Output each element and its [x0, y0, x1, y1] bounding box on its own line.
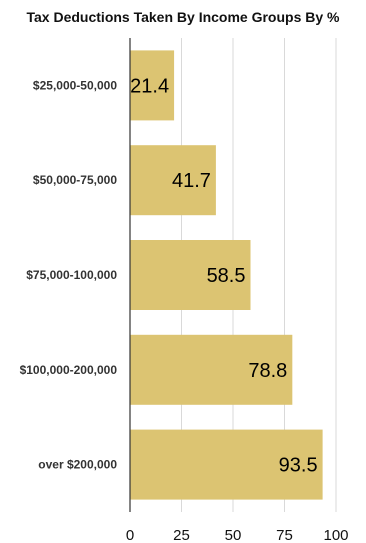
category-label: $100,000-200,000	[20, 363, 118, 377]
data-label: 78.8	[248, 360, 287, 382]
x-tick-label: 25	[173, 527, 190, 543]
data-label: 93.5	[279, 455, 318, 477]
bar	[130, 50, 175, 121]
chart-title: Tax Deductions Taken By Income Groups By…	[27, 9, 341, 25]
x-tick-label: 50	[225, 527, 242, 543]
bar	[130, 145, 216, 216]
category-label: over $200,000	[38, 458, 117, 472]
category-labels: $25,000-50,000 $50,000-75,000 $75,000-100,…	[20, 78, 118, 471]
x-tick-label: 100	[323, 527, 348, 543]
category-label: $50,000-75,000	[33, 173, 117, 187]
bars: 21.4 41.7 58.5 78.8 93.5	[130, 50, 323, 500]
category-label: $75,000-100,000	[26, 268, 117, 282]
bar	[130, 429, 323, 500]
x-axis-ticks: 0 25 50 75 100	[126, 527, 349, 543]
data-label: 21.4	[130, 75, 169, 97]
bar	[130, 334, 293, 405]
x-tick-label: 75	[276, 527, 293, 543]
x-tick-label: 0	[126, 527, 134, 543]
data-label: 58.5	[207, 265, 246, 287]
category-label: $25,000-50,000	[33, 78, 117, 92]
data-label: 41.7	[172, 170, 211, 192]
bar	[130, 240, 251, 310]
